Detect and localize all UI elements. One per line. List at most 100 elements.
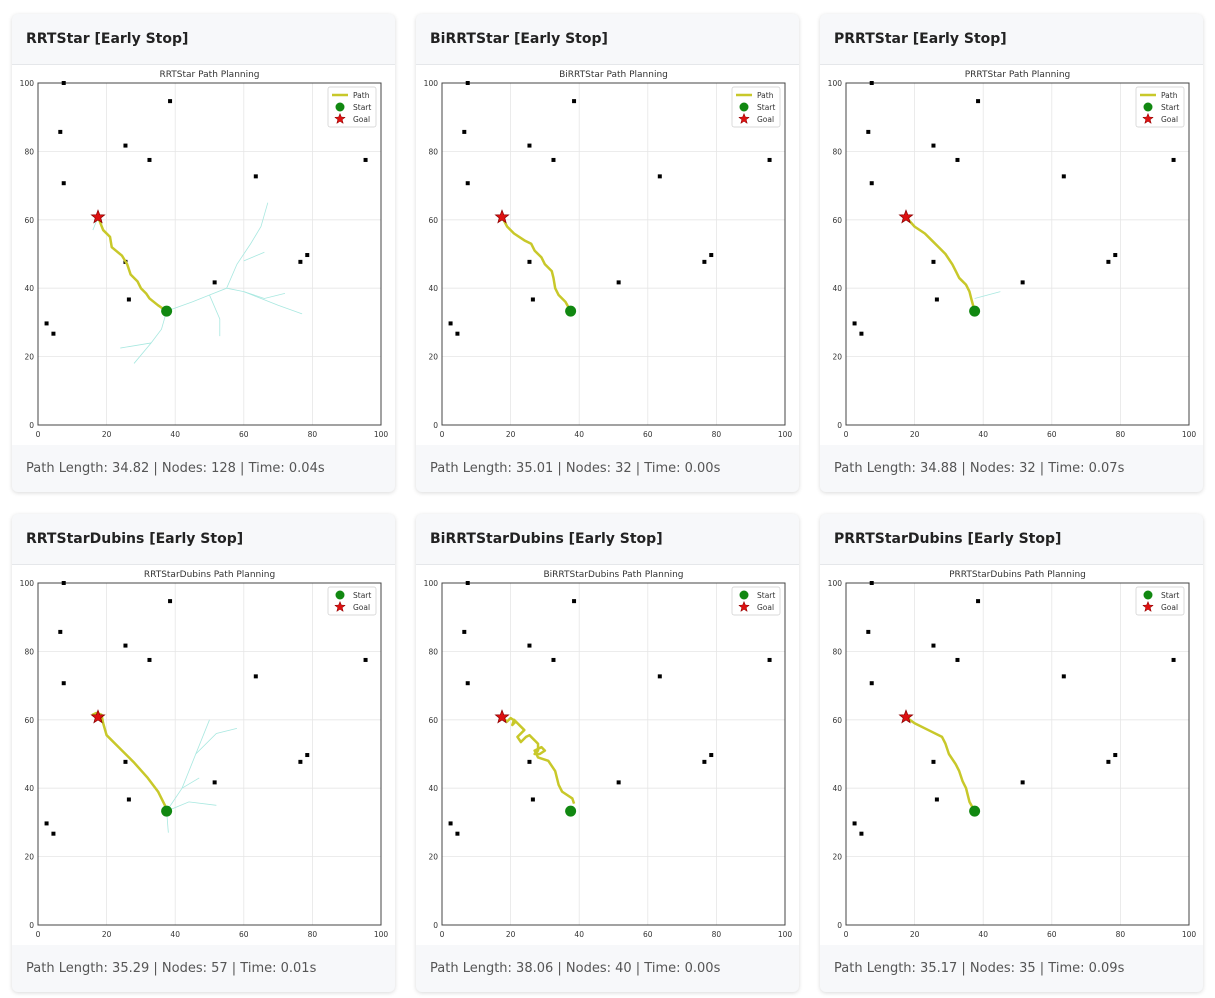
legend-start-swatch <box>1143 102 1153 112</box>
legend-goal-swatch <box>1142 112 1154 124</box>
obstacle <box>465 81 470 85</box>
obstacle <box>363 657 368 662</box>
card-stats: Path Length: 35.01 | Nodes: 32 | Time: 0… <box>430 461 721 476</box>
start-marker <box>969 805 981 817</box>
axes-frame <box>37 582 382 926</box>
start-marker <box>161 805 173 817</box>
obstacle <box>298 259 303 264</box>
legend-goal-swatch <box>334 112 346 124</box>
path-plot: PRRTStar Path Planning 0 0 20 20 40 40 60 60 80 80… <box>820 65 1203 445</box>
y-tick-label: 80 <box>832 147 842 156</box>
x-tick-label: 0 <box>844 430 849 439</box>
goal-marker <box>898 209 914 224</box>
obstacle <box>1106 759 1111 764</box>
obstacle <box>44 821 49 826</box>
y-tick-label: 80 <box>428 147 438 156</box>
obstacle <box>931 643 936 648</box>
plot-svg: BiRRTStar Path Planning 00 20 20 40 40 60 60 80 8… <box>424 70 793 439</box>
x-tick-label: 80 <box>712 430 722 439</box>
obstacle <box>527 259 532 264</box>
card-title: BiRRTStar [Early Stop] <box>416 14 799 65</box>
y-tick-label: 0 <box>433 421 438 430</box>
legend-start-swatch <box>1143 590 1153 600</box>
x-tick-label: 40 <box>170 430 180 439</box>
obstacle <box>363 157 368 162</box>
obstacle <box>767 157 772 162</box>
axes-frame <box>441 82 786 426</box>
obstacle <box>530 797 535 802</box>
obstacle <box>61 581 66 585</box>
obstacle <box>931 143 936 148</box>
y-tick-label: 80 <box>24 647 34 656</box>
plot-svg: RRTStar Path Planning 00 20 20 40 40 60 60 80 80 1… <box>20 70 389 439</box>
path-line <box>905 216 976 312</box>
goal-marker <box>898 709 914 724</box>
card-title: RRTStarDubins [Early Stop] <box>12 514 395 565</box>
obstacle <box>767 657 772 662</box>
obstacle <box>869 181 874 186</box>
x-tick-label: 60 <box>239 930 249 939</box>
obstacle <box>61 681 66 686</box>
y-tick-label: 0 <box>837 921 842 930</box>
obstacle <box>253 674 258 679</box>
obstacle <box>58 129 63 134</box>
obstacle <box>465 681 470 686</box>
plot-title: RRTStarDubins Path Planning <box>144 570 275 580</box>
x-tick-label: 60 <box>643 430 653 439</box>
y-tick-label: 0 <box>433 921 438 930</box>
tree-edge <box>974 291 1001 299</box>
legend-label: Start <box>353 591 371 600</box>
legend-label: Goal <box>353 115 370 124</box>
obstacle <box>869 581 874 585</box>
plot-svg: PRRTStar Path Planning 00 20 20 40 40 60 60 80 80… <box>828 70 1197 439</box>
y-tick-label: 100 <box>828 79 843 88</box>
legend-goal-swatch <box>738 112 750 124</box>
axes-frame <box>845 82 1190 426</box>
obstacle <box>616 780 621 785</box>
obstacle <box>448 821 453 826</box>
legend-goal-swatch <box>738 600 750 612</box>
tree-edge <box>133 311 168 364</box>
obstacle <box>61 181 66 186</box>
obstacle <box>1113 253 1118 258</box>
tree-edge <box>243 291 303 315</box>
obstacle <box>123 759 128 764</box>
goal-marker <box>90 209 106 224</box>
y-tick-label: 20 <box>24 853 34 862</box>
obstacle <box>616 280 621 285</box>
x-tick-label: 80 <box>712 930 722 939</box>
obstacle <box>123 643 128 648</box>
start-marker <box>969 305 981 317</box>
obstacle <box>455 831 460 836</box>
legend-label: Goal <box>353 603 370 612</box>
x-tick-label: 40 <box>978 930 988 939</box>
x-tick-label: 40 <box>574 430 584 439</box>
y-tick-label: 100 <box>20 79 35 88</box>
y-tick-label: 40 <box>24 284 34 293</box>
x-tick-label: 100 <box>778 930 793 939</box>
plot-title: RRTStar Path Planning <box>159 70 259 80</box>
path-plot: PRRTStarDubins Path Planning 0 0 20 20 40 40 60… <box>820 565 1203 945</box>
obstacle <box>448 321 453 326</box>
plot-svg: PRRTStarDubins Path Planning 00 20 20 40 40 60… <box>828 570 1197 939</box>
y-tick-label: 100 <box>828 579 843 588</box>
y-tick-label: 0 <box>29 921 34 930</box>
goal-marker <box>90 709 106 724</box>
obstacle <box>253 174 258 179</box>
legend-label: Start <box>757 103 775 112</box>
tree-edge <box>166 727 238 812</box>
obstacle <box>852 821 857 826</box>
result-card: BiRRTStarDubins [Early Stop] BiRRTStarDub… <box>416 514 799 992</box>
obstacle <box>1020 280 1025 285</box>
obstacle <box>931 259 936 264</box>
y-tick-label: 0 <box>29 421 34 430</box>
y-tick-label: 80 <box>24 147 34 156</box>
y-tick-label: 80 <box>832 647 842 656</box>
plot-title: BiRRTStarDubins Path Planning <box>544 570 684 580</box>
obstacle <box>305 753 310 758</box>
result-card: RRTStarDubins [Early Stop] RRTStarDubins … <box>12 514 395 992</box>
obstacle <box>44 321 49 326</box>
x-tick-label: 100 <box>374 930 389 939</box>
y-tick-label: 0 <box>837 421 842 430</box>
x-tick-label: 0 <box>36 430 41 439</box>
